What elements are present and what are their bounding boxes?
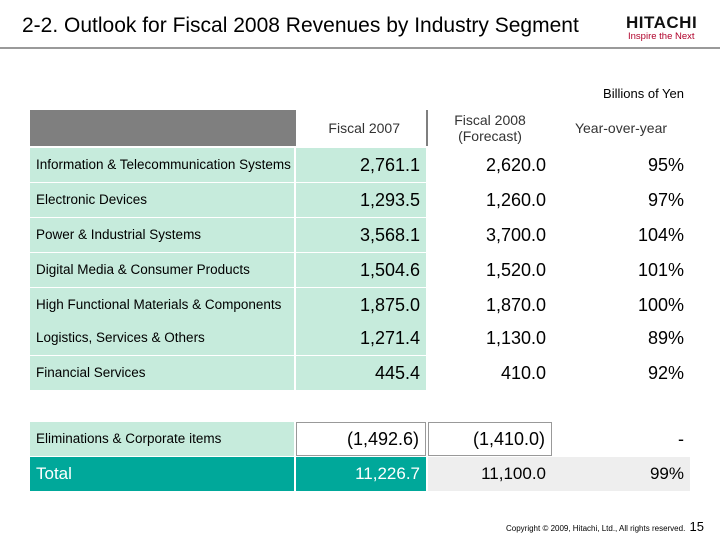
- fy2008-value: (1,410.0): [428, 422, 552, 456]
- fy2007-value: 445.4: [296, 356, 426, 390]
- fy2008-value: 2,620.0: [485, 154, 546, 175]
- logo-wordmark: HITACHI: [626, 13, 698, 32]
- fy2008-value: 1,260.0: [485, 189, 546, 210]
- segment-name: Logistics, Services & Others: [30, 321, 294, 355]
- fy2007-value: 1,293.5: [296, 183, 426, 217]
- logo-tagline: Inspire the Next: [628, 31, 695, 42]
- fy2008-value: 1,130.0: [485, 327, 546, 348]
- copyright-text: Copyright © 2009, Hitachi, Ltd., All rig…: [505, 524, 686, 533]
- segment-name: Power & Industrial Systems: [30, 218, 294, 252]
- segment-name: Eliminations & Corporate items: [30, 422, 294, 456]
- yoy-value: 92%: [647, 362, 684, 383]
- fy2007-value: 1,504.6: [296, 253, 426, 287]
- segment-name: Financial Services: [30, 356, 294, 390]
- yoy-value: 97%: [647, 189, 684, 210]
- segment-name: Electronic Devices: [30, 183, 294, 217]
- page-title: 2-2. Outlook for Fiscal 2008 Revenues by…: [22, 14, 579, 37]
- fy2008-value: 3,700.0: [485, 224, 546, 245]
- column-header-fy2008: Fiscal 2008 (Forecast): [428, 110, 552, 146]
- segment-name: Digital Media & Consumer Products: [30, 253, 294, 287]
- table-row: Electronic Devices 1,293.5 1,260.0 97%: [30, 183, 690, 217]
- fy2008-total: 11,100.0: [428, 457, 552, 491]
- copyright-footer: Copyright © 2009, Hitachi, Ltd., All rig…: [506, 519, 704, 534]
- segment-name: Information & Telecommunication Systems: [30, 148, 294, 182]
- column-header-yoy: Year-over-year: [552, 110, 690, 146]
- fy2007-value: 2,761.1: [296, 148, 426, 182]
- yoy-value: 89%: [647, 327, 684, 348]
- yoy-value: 100%: [637, 294, 684, 315]
- table-row: Power & Industrial Systems 3,568.1 3,700…: [30, 218, 690, 252]
- column-header-fy2008-label: Fiscal 2008 (Forecast): [454, 112, 526, 144]
- yoy-value: 104%: [637, 224, 684, 245]
- total-label: Total: [30, 457, 294, 491]
- fy2007-total: 11,226.7: [296, 457, 426, 491]
- units-label: Billions of Yen: [603, 86, 684, 101]
- table-row: High Functional Materials & Components 1…: [30, 288, 690, 322]
- fy2007-value: (1,492.6): [296, 422, 426, 456]
- fy2007-value: 3,568.1: [296, 218, 426, 252]
- table-row: Information & Telecommunication Systems …: [30, 148, 690, 182]
- table-row: Logistics, Services & Others 1,271.4 1,1…: [30, 321, 690, 355]
- yoy-value: 95%: [647, 154, 684, 175]
- column-header-fy2007: Fiscal 2007: [296, 110, 426, 146]
- hitachi-logo: HITACHI Inspire the Next: [626, 14, 710, 44]
- total-row: Total 11,226.7 11,100.0 99%: [30, 457, 690, 491]
- table-row: Digital Media & Consumer Products 1,504.…: [30, 253, 690, 287]
- segment-name: High Functional Materials & Components: [30, 288, 294, 322]
- fy2007-value: 1,875.0: [296, 288, 426, 322]
- eliminations-row: Eliminations & Corporate items (1,492.6)…: [30, 422, 690, 456]
- fy2008-value: 410.0: [500, 362, 546, 383]
- table-row: Financial Services 445.4 410.0 92%: [30, 356, 690, 390]
- yoy-value: 101%: [637, 259, 684, 280]
- page-number: 15: [689, 519, 704, 534]
- fy2008-value: 1,870.0: [485, 294, 546, 315]
- header-divider: [0, 47, 720, 49]
- fy2008-value: 1,520.0: [485, 259, 546, 280]
- yoy-value: -: [678, 428, 684, 449]
- yoy-total: 99%: [552, 457, 690, 491]
- fy2007-value: 1,271.4: [296, 321, 426, 355]
